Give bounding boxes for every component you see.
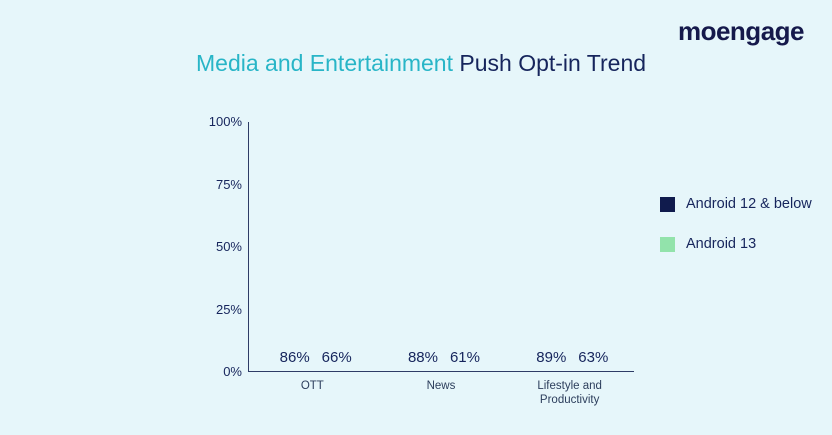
x-tick-label: News [426, 380, 456, 392]
legend-item: Android 12 & below [660, 196, 812, 212]
y-tick-label: 25% [215, 301, 242, 317]
legend-item: Android 13 [660, 236, 812, 252]
y-tick-label: 0% [223, 364, 242, 379]
plot-area: 86% 66% 88% 61% 89% 63% [248, 122, 634, 372]
legend: Android 12 & below Android 13 [660, 196, 812, 252]
legend-label: Android 12 & below [686, 196, 812, 212]
x-tick-label: Lifestyle and Productivity [537, 380, 602, 406]
bar-value-label: 88% [407, 349, 438, 366]
bar-groups: 86% 66% 88% 61% 89% 63% [249, 122, 634, 371]
chart-title: Media and Entertainment Push Opt-in Tren… [196, 50, 646, 77]
x-axis-tick-labels: OTT News Lifestyle and Productivity [248, 379, 634, 407]
chart-title-rest: Push Opt-in Trend [453, 50, 647, 76]
bar-value-label: 63% [578, 349, 609, 366]
y-axis-tick-labels: 100% 75% 50% 25% 0% [198, 114, 242, 380]
y-tick-label: 75% [215, 176, 242, 192]
legend-swatch [660, 196, 675, 212]
bar-value-label: 89% [536, 349, 567, 366]
bar-value-label: 61% [449, 349, 480, 366]
y-tick-label: 100% [208, 114, 242, 129]
legend-label: Android 13 [686, 236, 757, 252]
x-tick-label: OTT [300, 380, 324, 392]
legend-swatch [660, 236, 675, 252]
y-tick-label: 50% [215, 239, 242, 254]
chart-title-highlight: Media and Entertainment [196, 50, 453, 76]
moengage-logo: moengage [677, 16, 805, 46]
bar-value-label: 66% [321, 349, 352, 366]
bar-value-label: 86% [279, 349, 310, 366]
